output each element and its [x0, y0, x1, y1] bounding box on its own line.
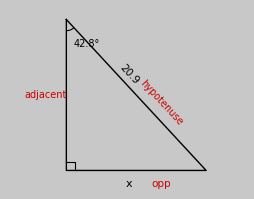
Text: hypotenuse: hypotenuse [138, 78, 184, 127]
Text: adjacent: adjacent [24, 90, 66, 100]
Text: 42.8°: 42.8° [74, 39, 100, 49]
Text: 20.9: 20.9 [117, 62, 140, 86]
Text: opp: opp [151, 179, 170, 189]
Text: x: x [125, 179, 132, 189]
